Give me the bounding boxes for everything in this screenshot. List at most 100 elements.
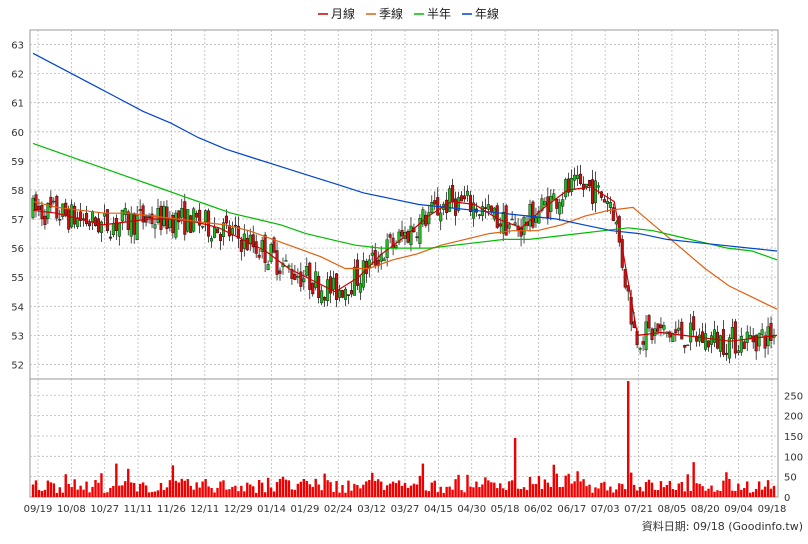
candle-down	[582, 183, 586, 190]
candle-up	[382, 258, 386, 262]
candle-down	[239, 240, 243, 252]
x-tick-label: 11/26	[157, 504, 186, 515]
x-axis-labels: 09/19 10/08 10/27 11/11 11/26 12/11 12/29 01/14…	[24, 504, 787, 515]
volume-bar	[507, 481, 511, 497]
x-tick-label: 03/12	[357, 504, 386, 515]
volume-bar	[168, 480, 172, 497]
candle-down	[460, 195, 464, 202]
candle-down	[278, 270, 282, 274]
candle-down	[489, 205, 493, 213]
volume-bar	[466, 474, 469, 497]
volume-tick-label: 50	[784, 473, 797, 484]
candle-down	[763, 335, 767, 349]
volume-bar	[118, 485, 121, 497]
volume-bar	[132, 482, 136, 497]
candle-up	[465, 190, 469, 196]
x-tick-label: 10/08	[57, 504, 86, 515]
volume-bar	[662, 487, 666, 497]
candle-down	[692, 316, 696, 331]
volume-bar	[635, 490, 639, 497]
volume-bar	[579, 481, 582, 497]
volume-bar	[481, 484, 484, 497]
candle-up	[689, 322, 693, 343]
y-tick-label: 63	[11, 41, 24, 52]
volume-bar	[275, 482, 279, 497]
volume-bar	[754, 488, 758, 497]
x-tick-label: 04/15	[424, 504, 453, 515]
volume-bar	[418, 475, 422, 497]
volume-bar	[365, 481, 368, 497]
volume-bar	[695, 483, 698, 497]
volume-bar	[394, 483, 398, 497]
candle-up	[394, 245, 398, 248]
candle-up	[370, 252, 374, 256]
volume-bar	[621, 484, 624, 497]
volume-bar	[115, 463, 118, 497]
volume-bar	[73, 479, 76, 497]
volume-bar	[433, 480, 436, 497]
volume-bar	[624, 489, 627, 497]
candle-down	[138, 209, 142, 211]
volume-bar	[537, 475, 541, 497]
candle-up	[614, 221, 618, 225]
candle-down	[85, 213, 89, 225]
legend-label: 季線	[379, 6, 403, 21]
volume-bar	[67, 483, 70, 497]
volume-bar	[210, 487, 213, 497]
volume-bar	[412, 483, 416, 497]
volume-bar	[371, 472, 374, 497]
volume-bar	[403, 482, 407, 497]
candle-down	[364, 261, 368, 275]
candle-down	[498, 223, 502, 227]
volume-bar	[725, 472, 728, 497]
volume-bar	[252, 486, 255, 497]
volume-bar	[445, 486, 448, 497]
candle-down	[454, 198, 458, 216]
volume-bar	[186, 479, 189, 497]
candle-down	[216, 228, 220, 234]
legend-label: 年線	[475, 6, 499, 21]
candle-up	[528, 204, 532, 227]
candle-down	[335, 273, 339, 300]
candle-up	[46, 203, 50, 219]
volume-bar	[632, 484, 636, 497]
candle-up	[180, 207, 184, 218]
candle-up	[561, 199, 565, 207]
volume-bar	[546, 482, 550, 497]
volume-grid	[30, 379, 778, 497]
y-tick-label: 62	[11, 70, 24, 81]
volume-bar	[653, 489, 657, 497]
volume-bar	[757, 481, 761, 497]
volume-bar	[359, 488, 362, 497]
candle-up	[284, 260, 288, 262]
volume-bar	[710, 485, 713, 497]
volume-bar	[549, 486, 553, 497]
candle-up	[120, 209, 124, 222]
candle-down	[349, 290, 353, 295]
candle-down	[64, 202, 68, 216]
volume-bar	[189, 485, 192, 497]
candle-down	[275, 250, 279, 275]
volume-bar	[124, 481, 127, 497]
volume-bar	[499, 483, 502, 497]
candle-up	[457, 197, 461, 211]
candle-down	[519, 227, 523, 237]
candle-up	[266, 264, 270, 271]
candle-up	[204, 210, 208, 222]
candle-up	[338, 290, 342, 298]
candle-up	[713, 329, 717, 343]
volume-bar	[174, 480, 178, 497]
volume-bar	[293, 489, 297, 497]
volume-bar	[162, 490, 166, 497]
candle-down	[79, 211, 83, 221]
x-tick-label: 12/29	[224, 504, 253, 515]
volume-bar	[255, 492, 258, 497]
volume-bar	[58, 487, 61, 497]
candle-down	[516, 225, 520, 231]
candle-down	[132, 213, 136, 235]
volume-bar	[350, 490, 353, 497]
candle-up	[430, 202, 434, 213]
candle-down	[406, 231, 410, 243]
candle-up	[662, 325, 666, 330]
